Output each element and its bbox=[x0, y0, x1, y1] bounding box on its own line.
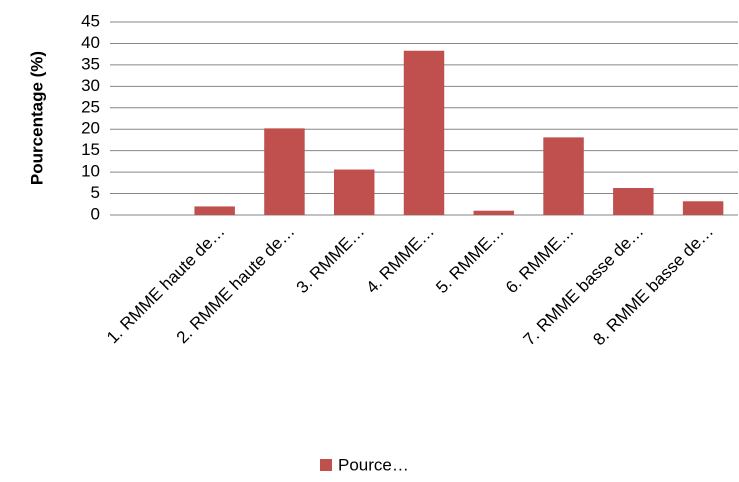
x-tick-label: 3. RMME… bbox=[293, 222, 369, 298]
bar bbox=[264, 128, 305, 215]
bar bbox=[403, 50, 445, 216]
x-tick-label: 4. RMME… bbox=[362, 222, 438, 298]
x-tick-label: 6. RMME… bbox=[502, 222, 578, 298]
bar bbox=[543, 137, 584, 215]
y-tick-label: 30 bbox=[81, 76, 100, 95]
y-tick-label: 25 bbox=[81, 97, 100, 116]
bar bbox=[473, 210, 515, 215]
x-tick-label: 1. RMME haute de… bbox=[103, 222, 229, 348]
bar bbox=[333, 169, 375, 215]
legend-label: Pource… bbox=[338, 455, 409, 474]
bar bbox=[613, 187, 654, 215]
y-tick-label: 0 bbox=[91, 204, 100, 223]
y-tick-label: 5 bbox=[91, 183, 100, 202]
y-axis-label: Pourcentage (%) bbox=[27, 51, 46, 185]
y-tick-label: 35 bbox=[81, 54, 100, 73]
y-tick-label: 40 bbox=[81, 33, 100, 52]
y-tick-label: 10 bbox=[81, 162, 100, 181]
legend-swatch bbox=[320, 459, 332, 471]
bar bbox=[194, 206, 235, 215]
y-tick-label: 15 bbox=[81, 140, 100, 159]
x-tick-label: 8. RMME basse de… bbox=[589, 222, 717, 350]
x-tick-label: 2. RMME haute de… bbox=[173, 222, 299, 348]
bar bbox=[682, 201, 724, 215]
x-tick-label: 5. RMME… bbox=[432, 222, 508, 298]
x-tick-label: 7. RMME basse de… bbox=[520, 222, 648, 350]
y-tick-label: 45 bbox=[81, 11, 100, 30]
y-tick-label: 20 bbox=[81, 119, 100, 138]
